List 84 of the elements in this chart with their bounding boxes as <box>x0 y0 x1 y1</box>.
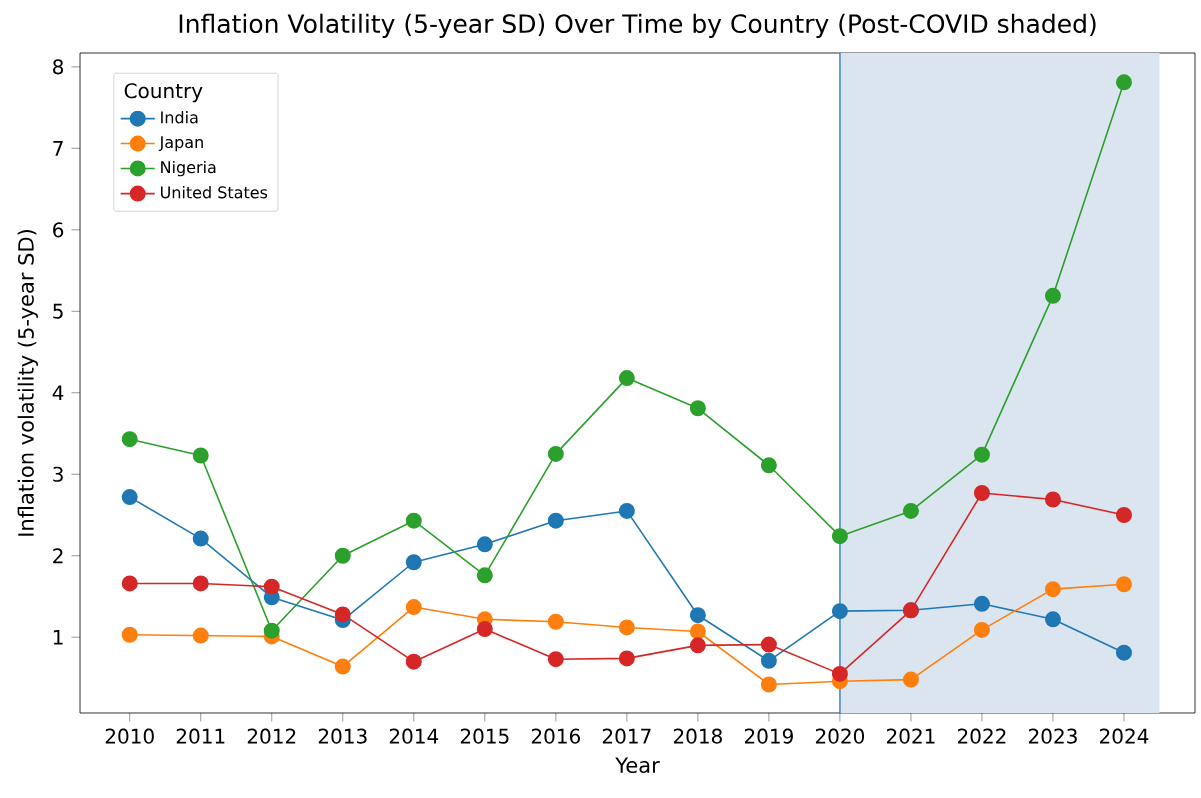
x-tick-label: 2014 <box>389 728 439 744</box>
point <box>334 658 351 675</box>
point <box>547 651 564 668</box>
point <box>121 626 138 643</box>
point <box>973 485 990 501</box>
point <box>760 457 777 474</box>
point <box>1115 506 1132 523</box>
point <box>121 489 138 506</box>
y-axis-title: Inflation volatility (5-year SD) <box>17 230 38 536</box>
point <box>760 652 777 669</box>
point <box>547 445 564 462</box>
point <box>1115 74 1132 91</box>
x-tick-label: 2013 <box>318 728 367 744</box>
x-tick-label: 2016 <box>531 728 581 744</box>
point <box>121 575 138 592</box>
legend-label: India <box>161 111 198 124</box>
legend-label: United States <box>160 186 268 199</box>
point <box>689 637 706 654</box>
point <box>1115 576 1132 593</box>
point <box>263 578 280 595</box>
x-tick-label: 2024 <box>1100 728 1149 744</box>
x-tick-label: 2018 <box>673 728 722 744</box>
point <box>1044 581 1061 598</box>
point <box>547 613 564 630</box>
x-tick-label: 2017 <box>602 728 651 744</box>
point <box>902 671 919 688</box>
y-tick-label: 2 <box>53 548 63 564</box>
point <box>405 554 422 571</box>
point <box>192 627 209 644</box>
y-tick-label: 8 <box>53 59 64 75</box>
point <box>1044 287 1061 304</box>
point <box>405 599 422 616</box>
y-tick-label: 1 <box>53 629 63 645</box>
legend-title: Country <box>124 83 203 103</box>
point <box>1115 644 1132 661</box>
x-tick-label: 2011 <box>176 728 225 744</box>
x-tick-label: 2019 <box>744 728 793 744</box>
point <box>1044 491 1061 508</box>
point <box>689 400 706 417</box>
point <box>334 606 351 623</box>
point <box>1044 611 1061 628</box>
x-tick-label: 2010 <box>105 728 154 744</box>
point <box>476 536 493 553</box>
point <box>831 665 848 682</box>
legend-label: Japan <box>158 136 203 152</box>
y-tick-label: 3 <box>53 466 63 482</box>
x-tick-label: 2022 <box>957 728 1006 744</box>
point <box>618 619 635 636</box>
chart-title: Inflation Volatility (5-year SD) Over Time by Country (Post-COVID shaded) <box>179 13 1096 38</box>
point <box>263 622 280 639</box>
point <box>334 547 351 564</box>
point <box>831 528 848 545</box>
y-tick-label: 4 <box>52 385 64 401</box>
x-tick-label: 2021 <box>886 728 935 744</box>
point <box>192 575 209 592</box>
y-tick-label: 7 <box>53 141 63 156</box>
point <box>973 446 990 463</box>
point <box>973 621 990 638</box>
point <box>618 502 635 519</box>
x-tick-label: 2023 <box>1028 728 1077 744</box>
point <box>689 607 706 624</box>
point <box>618 650 635 667</box>
y-tick-label: 6 <box>53 222 64 238</box>
point <box>760 636 777 653</box>
point <box>973 595 990 612</box>
point <box>760 676 777 693</box>
point <box>689 623 706 640</box>
point <box>547 512 564 529</box>
point <box>618 370 635 387</box>
point <box>405 653 422 670</box>
x-tick-label: 2020 <box>815 728 865 744</box>
point <box>831 603 848 620</box>
point <box>902 502 919 519</box>
y-tick-label: 5 <box>53 303 63 319</box>
point <box>405 512 422 529</box>
x-axis-title: Year <box>615 757 660 774</box>
point <box>476 567 493 584</box>
point <box>192 447 209 464</box>
x-tick-label: 2012 <box>247 728 296 744</box>
x-tick-label: 2015 <box>460 728 509 744</box>
point <box>192 530 209 547</box>
point <box>121 431 138 448</box>
point <box>476 621 493 638</box>
legend-label: Nigeria <box>161 160 216 177</box>
